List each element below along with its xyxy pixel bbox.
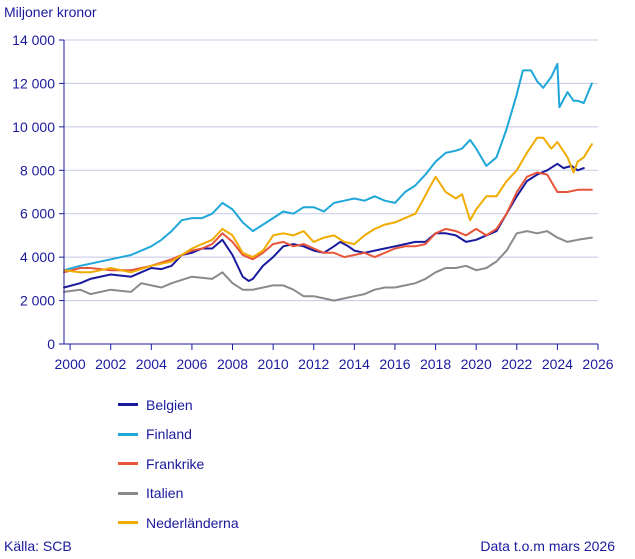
- x-tick-label: 2010: [258, 356, 289, 372]
- x-tick-label: 2004: [136, 356, 167, 372]
- legend-label-frankrike: Frankrike: [146, 455, 205, 472]
- x-tick-label: 2000: [55, 356, 86, 372]
- legend-item-belgien: Belgien: [118, 390, 239, 420]
- y-tick-label: 6 000: [20, 206, 55, 222]
- legend-swatch-frankrike: [118, 462, 138, 466]
- y-tick-label: 2 000: [20, 293, 55, 309]
- x-axis-ticks: 2000 2002 2004 2006 2008 2010 2012 2014 2016 2018…: [55, 344, 614, 372]
- legend: Belgien Finland Frankrike Italien Nederl…: [118, 390, 239, 538]
- x-tick-label: 2016: [379, 356, 410, 372]
- y-tick-label: 10 000: [12, 119, 55, 135]
- legend-item-italien: Italien: [118, 479, 239, 509]
- legend-label-nederlanderna: Nederländerna: [146, 514, 239, 531]
- y-tick-label: 12 000: [12, 75, 55, 91]
- x-tick-label: 2012: [298, 356, 329, 372]
- series-line-nederlnderna: [63, 136, 593, 274]
- x-tick-label: 2002: [95, 356, 126, 372]
- legend-item-finland: Finland: [118, 420, 239, 450]
- x-tick-label: 2020: [461, 356, 492, 372]
- legend-item-nederlanderna: Nederländerna: [118, 508, 239, 538]
- legend-swatch-italien: [118, 491, 138, 495]
- legend-swatch-belgien: [118, 403, 138, 407]
- y-tick-label: 14 000: [12, 32, 55, 48]
- legend-label-italien: Italien: [146, 485, 184, 502]
- y-axis-title: Miljoner kronor: [4, 4, 97, 20]
- data-note: Data t.o.m mars 2026: [480, 538, 615, 554]
- gridlines: [64, 39, 598, 302]
- legend-item-frankrike: Frankrike: [118, 449, 239, 479]
- x-tick-label: 2014: [339, 356, 370, 372]
- x-tick-label: 2018: [420, 356, 451, 372]
- x-tick-label: 2022: [501, 356, 532, 372]
- x-tick-label: 2024: [542, 356, 573, 372]
- legend-swatch-nederlanderna: [118, 521, 138, 525]
- series-line-italien: [63, 230, 593, 302]
- legend-label-finland: Finland: [146, 426, 192, 443]
- source-text: Källa: SCB: [4, 538, 72, 554]
- series-line-frankrike: [63, 171, 593, 274]
- y-tick-label: 0: [47, 336, 55, 352]
- y-tick-label: 8 000: [20, 162, 55, 178]
- legend-label-belgien: Belgien: [146, 396, 193, 413]
- series-line-finland: [63, 62, 593, 272]
- y-axis-ticks: 0 2 000 4 000 6 000 8 000 10 000 12 000 14 000: [12, 32, 64, 352]
- x-tick-label: 2008: [217, 356, 248, 372]
- legend-swatch-finland: [118, 432, 138, 436]
- y-tick-label: 4 000: [20, 249, 55, 265]
- x-tick-label: 2026: [582, 356, 613, 372]
- x-tick-label: 2006: [176, 356, 207, 372]
- series-lines: [63, 62, 593, 302]
